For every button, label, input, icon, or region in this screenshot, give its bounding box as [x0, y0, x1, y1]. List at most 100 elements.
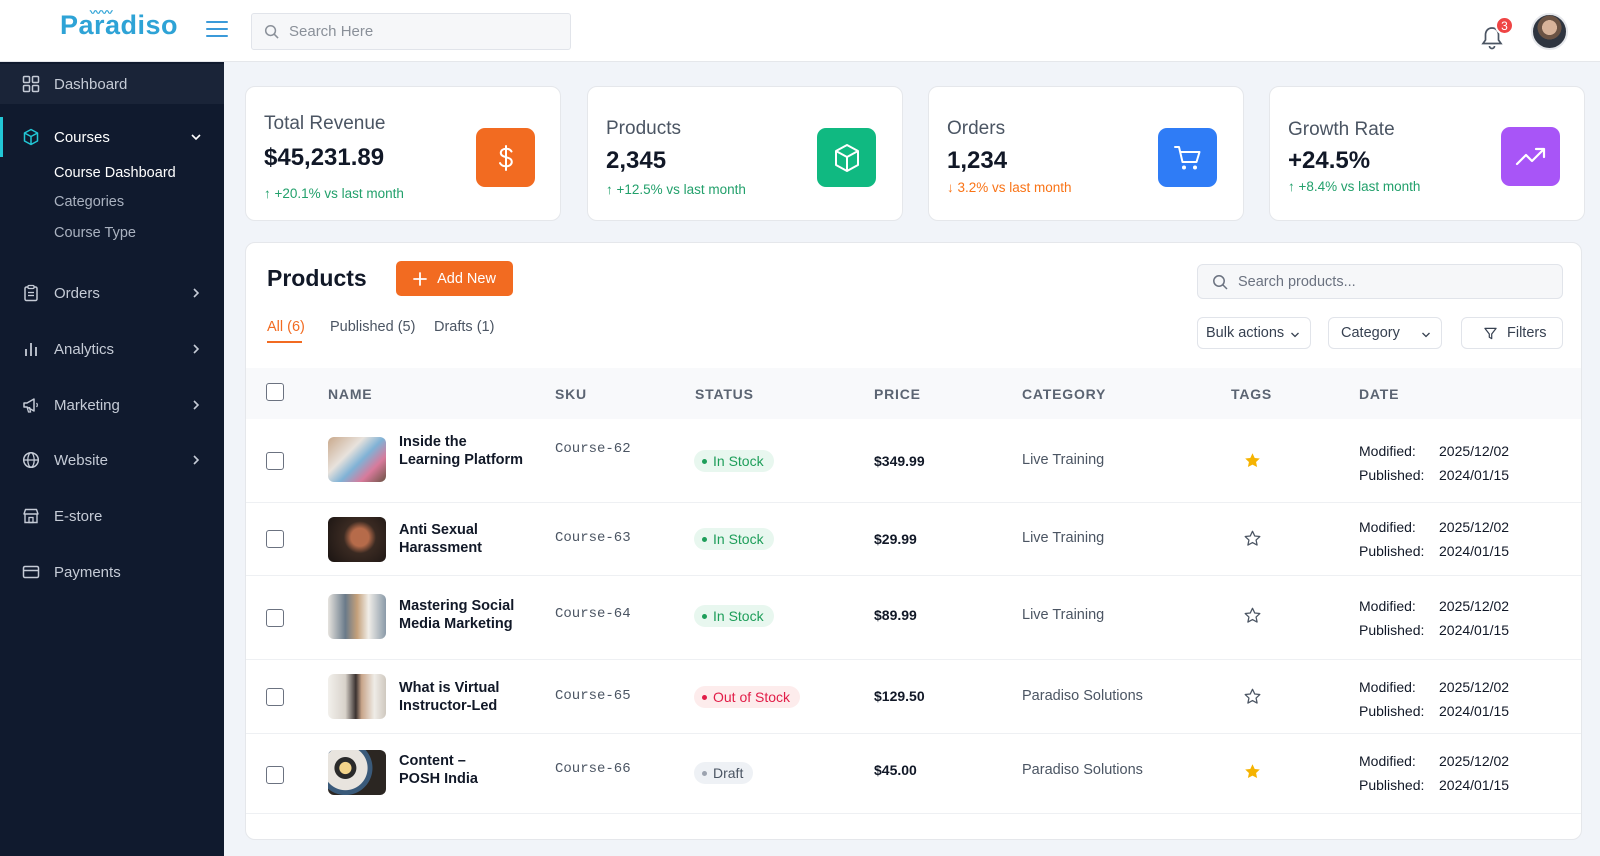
row-checkbox[interactable]: [266, 530, 284, 548]
megaphone-icon: [23, 398, 38, 413]
category-dropdown-label: Category: [1341, 325, 1400, 341]
course-dates: Modified: 2025/12/02 Published: 2024/01/15: [1359, 675, 1509, 723]
status-badge: In Stock: [694, 528, 774, 550]
category-dropdown[interactable]: Category: [1328, 317, 1442, 349]
course-price: $89.99: [874, 607, 917, 623]
sidebar-sub-course-dashboard[interactable]: Course Dashboard: [54, 165, 176, 181]
course-name[interactable]: Inside the Learning Platform: [399, 434, 524, 468]
product-search-box[interactable]: [1197, 264, 1563, 299]
sidebar-sub-course-type[interactable]: Course Type: [54, 225, 136, 241]
table-header: NAME SKU STATUS PRICE CATEGORY TAGS DATE: [246, 368, 1581, 419]
published-label: Published:: [1359, 467, 1425, 483]
column-header-price[interactable]: PRICE: [874, 386, 921, 402]
chevron-right-icon: [193, 344, 200, 354]
column-header-date[interactable]: DATE: [1359, 386, 1400, 402]
table-row[interactable]: Anti Sexual Harassment Course-63 In Stoc…: [246, 503, 1581, 576]
tab-all[interactable]: All (6): [267, 319, 305, 335]
plus-icon: [413, 271, 427, 286]
column-header-tags[interactable]: TAGS: [1231, 386, 1273, 402]
modified-date: 2025/12/02: [1439, 519, 1510, 535]
column-header-name[interactable]: NAME: [328, 386, 373, 402]
course-name[interactable]: Mastering Social Media Marketing: [399, 598, 515, 632]
star-outline-icon[interactable]: [1244, 530, 1261, 547]
published-date: 2024/01/15: [1439, 543, 1510, 559]
status-text: Out of Stock: [713, 689, 791, 705]
row-checkbox[interactable]: [266, 766, 284, 784]
cube-icon: [23, 128, 39, 146]
row-checkbox[interactable]: [266, 688, 284, 706]
column-header-sku[interactable]: SKU: [555, 386, 587, 402]
star-filled-icon[interactable]: [1244, 452, 1261, 469]
product-search-input[interactable]: [1238, 273, 1538, 290]
course-sku: Course-65: [555, 688, 631, 704]
sidebar-item-label: Marketing: [54, 396, 120, 414]
sidebar-item-label: E-store: [54, 507, 103, 525]
cart-icon: [1158, 128, 1217, 187]
course-name[interactable]: What is Virtual Instructor-Led: [399, 680, 500, 714]
birds-icon: 〰〰: [90, 7, 113, 19]
status-text: Draft: [713, 765, 744, 781]
avatar[interactable]: [1531, 13, 1568, 50]
chevron-down-icon: [1291, 332, 1299, 338]
tab-underline: [267, 341, 302, 343]
menu-toggle-icon[interactable]: [206, 21, 228, 39]
course-name[interactable]: Anti Sexual Harassment: [399, 522, 483, 556]
table-row[interactable]: What is Virtual Instructor-Led Course-65…: [246, 660, 1581, 734]
stat-value: 2,345: [606, 147, 667, 174]
bar-chart-icon: [25, 343, 37, 356]
stat-title: Products: [606, 118, 681, 139]
sidebar-item-payments[interactable]: Payments: [0, 552, 224, 592]
star-filled-icon[interactable]: [1244, 763, 1261, 780]
logo[interactable]: 〰〰 Paradiso: [60, 7, 179, 41]
sidebar-item-analytics[interactable]: Analytics: [0, 329, 224, 369]
column-header-category[interactable]: CATEGORY: [1022, 386, 1107, 402]
sidebar-item-courses[interactable]: Courses: [0, 117, 224, 157]
table-row[interactable]: Content – POSH India Course-66 Draft $45…: [246, 734, 1581, 814]
top-search-input[interactable]: [289, 23, 549, 40]
status-dot: [702, 613, 707, 619]
card-icon: [22, 565, 40, 579]
modified-label: Modified:: [1359, 679, 1416, 695]
bulk-actions-dropdown[interactable]: Bulk actions: [1197, 317, 1311, 349]
sidebar-sub-categories[interactable]: Categories: [54, 194, 125, 210]
status-dot: [702, 458, 707, 464]
sidebar-item-website[interactable]: Website: [0, 440, 224, 480]
sidebar-item-orders[interactable]: Orders: [0, 273, 224, 313]
row-checkbox[interactable]: [266, 452, 284, 470]
star-outline-icon[interactable]: [1244, 607, 1261, 624]
filters-label: Filters: [1507, 325, 1547, 341]
add-new-label: Add New: [437, 270, 496, 287]
sidebar-item-dashboard[interactable]: Dashboard: [0, 64, 224, 104]
course-thumbnail: [328, 437, 386, 482]
course-thumbnail: [328, 674, 386, 719]
course-dates: Modified: 2025/12/02 Published: 2024/01/15: [1359, 439, 1509, 487]
row-checkbox[interactable]: [266, 609, 284, 627]
sidebar-item-estore[interactable]: E-store: [0, 496, 224, 536]
stat-value: 1,234: [947, 147, 1008, 174]
tab-published[interactable]: Published (5): [330, 319, 416, 335]
select-all-checkbox[interactable]: [266, 383, 284, 401]
stat-change: ↑ +12.5% vs last month: [606, 182, 746, 197]
stat-title: Growth Rate: [1288, 119, 1395, 140]
add-new-button[interactable]: Add New: [396, 261, 513, 296]
modified-label: Modified:: [1359, 443, 1416, 459]
logo-text: Paradiso: [60, 10, 179, 40]
top-search-box[interactable]: [251, 13, 571, 50]
stat-card-orders: Orders 1,234 ↓ 3.2% vs last month: [928, 86, 1244, 221]
stat-card-products: Products 2,345 ↑ +12.5% vs last month: [587, 86, 903, 221]
table-row[interactable]: Inside the Learning Platform Course-62 I…: [246, 419, 1581, 503]
filters-button[interactable]: Filters: [1461, 317, 1563, 349]
course-price: $349.99: [874, 453, 925, 469]
sidebar-item-marketing[interactable]: Marketing: [0, 385, 224, 425]
table-row[interactable]: Mastering Social Media Marketing Course-…: [246, 576, 1581, 660]
star-outline-icon[interactable]: [1244, 688, 1261, 705]
modified-date: 2025/12/02: [1439, 443, 1510, 459]
status-text: In Stock: [713, 453, 764, 469]
stat-change: ↑ +8.4% vs last month: [1288, 179, 1421, 194]
course-name[interactable]: Content – POSH India: [399, 753, 478, 787]
chevron-down-icon: [1422, 332, 1430, 338]
column-header-status[interactable]: STATUS: [695, 386, 754, 402]
sidebar-item-label: Payments: [54, 563, 121, 581]
tab-drafts[interactable]: Drafts (1): [434, 319, 495, 335]
stat-card-growth: Growth Rate +24.5% ↑ +8.4% vs last month: [1269, 86, 1585, 221]
